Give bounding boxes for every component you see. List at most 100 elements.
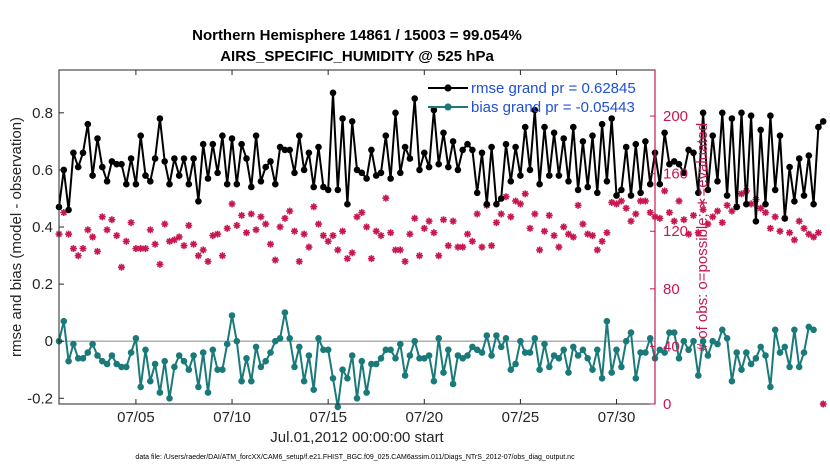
- obs-count-point: [339, 227, 347, 235]
- legend-rmse-label: rmse grand pr = 0.62845: [471, 80, 636, 97]
- rmse-series-point: [228, 135, 236, 142]
- y-tick-label: 0.4: [32, 219, 53, 236]
- obs-mark-stroke: [382, 195, 389, 202]
- obs-count-point: [363, 223, 371, 231]
- obs-count-point: [228, 200, 236, 208]
- bias-series-point: [147, 377, 154, 385]
- obs-mark-stroke: [637, 197, 644, 205]
- rmse-series-point: [574, 186, 582, 194]
- rmse-series-point: [406, 155, 414, 162]
- rmse-series-point: [411, 95, 419, 102]
- obs-count-point: [622, 204, 630, 212]
- rmse-series-point: [204, 175, 212, 182]
- bias-series-point: [151, 360, 159, 368]
- obs-count-point: [627, 217, 635, 225]
- bias-series-point: [526, 349, 534, 356]
- y-right-tick-label: 200: [663, 108, 688, 125]
- bias-series-point: [478, 349, 486, 356]
- rmse-series-point: [248, 183, 255, 191]
- rmse-series-point: [757, 126, 764, 134]
- obs-count-point: [521, 190, 529, 198]
- obs-mark-stroke: [224, 225, 231, 232]
- rmse-series-point: [776, 132, 784, 139]
- obs-mark-stroke: [531, 210, 538, 218]
- obs-count-point: [536, 246, 544, 254]
- bias-series-point: [757, 343, 764, 351]
- data-file-footnote: data file: /Users/raeder/DAI/ATM_forcXX/…: [135, 454, 575, 461]
- rmse-series-point: [680, 169, 688, 177]
- rmse-series-point: [478, 149, 486, 157]
- obs-mark-stroke: [397, 246, 404, 254]
- obs-count-point: [151, 240, 159, 248]
- rmse-series-point: [743, 200, 750, 208]
- rmse-series-point: [661, 129, 668, 137]
- rmse-series-point: [695, 189, 702, 197]
- bias-series-point: [60, 317, 68, 325]
- obs-count-point: [540, 227, 548, 235]
- rmse-series-point: [690, 149, 697, 157]
- obs-mark-stroke: [546, 212, 553, 219]
- obs-mark-stroke: [190, 241, 197, 248]
- y-right-tick-label: 160: [663, 166, 688, 183]
- y-right-tick-label: 80: [663, 281, 680, 298]
- obs-count-point: [257, 213, 265, 221]
- bias-series-point: [286, 335, 294, 342]
- obs-count-point: [310, 203, 318, 211]
- obs-mark-stroke: [421, 225, 428, 232]
- bias-series-point: [300, 377, 308, 385]
- rmse-series-point: [267, 158, 274, 165]
- obs-mark-stroke: [815, 229, 822, 236]
- rmse-series-point: [353, 166, 361, 174]
- rmse-series-point: [704, 186, 712, 194]
- obs-mark-stroke: [305, 244, 313, 251]
- obs-mark-stroke: [368, 255, 375, 262]
- rmse-series-point: [339, 115, 346, 122]
- x-tick-label: 07/10: [213, 409, 251, 426]
- obs-count-point: [814, 229, 822, 237]
- obs-count-point: [713, 207, 721, 215]
- bias-series-point: [618, 363, 625, 371]
- bias-series-point: [521, 349, 529, 356]
- bias-series-point: [209, 346, 217, 354]
- bias-series-point: [767, 383, 774, 391]
- bias-series-point: [781, 343, 789, 351]
- obs-mark-stroke: [522, 190, 529, 197]
- obs-mark-stroke: [772, 213, 779, 220]
- rmse-series-point: [272, 180, 279, 188]
- rmse-series-point: [324, 186, 332, 194]
- obs-count-point: [319, 232, 327, 240]
- bias-series-point: [733, 349, 740, 356]
- obs-count-point: [555, 243, 563, 251]
- bias-series-point: [541, 340, 548, 348]
- obs-mark-stroke: [719, 219, 726, 226]
- bias-series-point: [449, 380, 457, 388]
- bias-series-point: [70, 340, 77, 348]
- bias-series-point: [74, 355, 82, 362]
- rmse-series-point: [262, 163, 270, 171]
- obs-mark-stroke: [699, 206, 707, 213]
- rmse-series-point: [536, 180, 543, 188]
- bias-series-point: [507, 366, 515, 374]
- bias-series-point: [531, 335, 539, 342]
- obs-mark-stroke: [661, 187, 668, 194]
- obs-count-point: [656, 214, 664, 222]
- obs-mark-stroke: [219, 252, 226, 259]
- obs-count-point: [680, 216, 688, 224]
- bias-series-point: [382, 346, 390, 354]
- obs-mark-stroke: [84, 226, 91, 233]
- obs-count-point: [156, 260, 164, 268]
- rmse-series-point: [685, 146, 692, 154]
- bias-series-point: [171, 363, 178, 371]
- obs-count-point: [190, 240, 198, 248]
- rmse-series-point: [79, 149, 87, 157]
- obs-count-point: [569, 233, 577, 241]
- obs-mark-stroke: [738, 190, 745, 197]
- rmse-series-point: [425, 163, 433, 171]
- rmse-series-point: [747, 112, 755, 119]
- obs-count-point: [406, 230, 414, 238]
- bias-series-point: [392, 355, 399, 362]
- obs-mark-stroke: [281, 215, 288, 222]
- obs-mark-stroke: [474, 210, 481, 218]
- bias-series-point: [79, 355, 87, 362]
- obs-mark-stroke: [156, 261, 164, 268]
